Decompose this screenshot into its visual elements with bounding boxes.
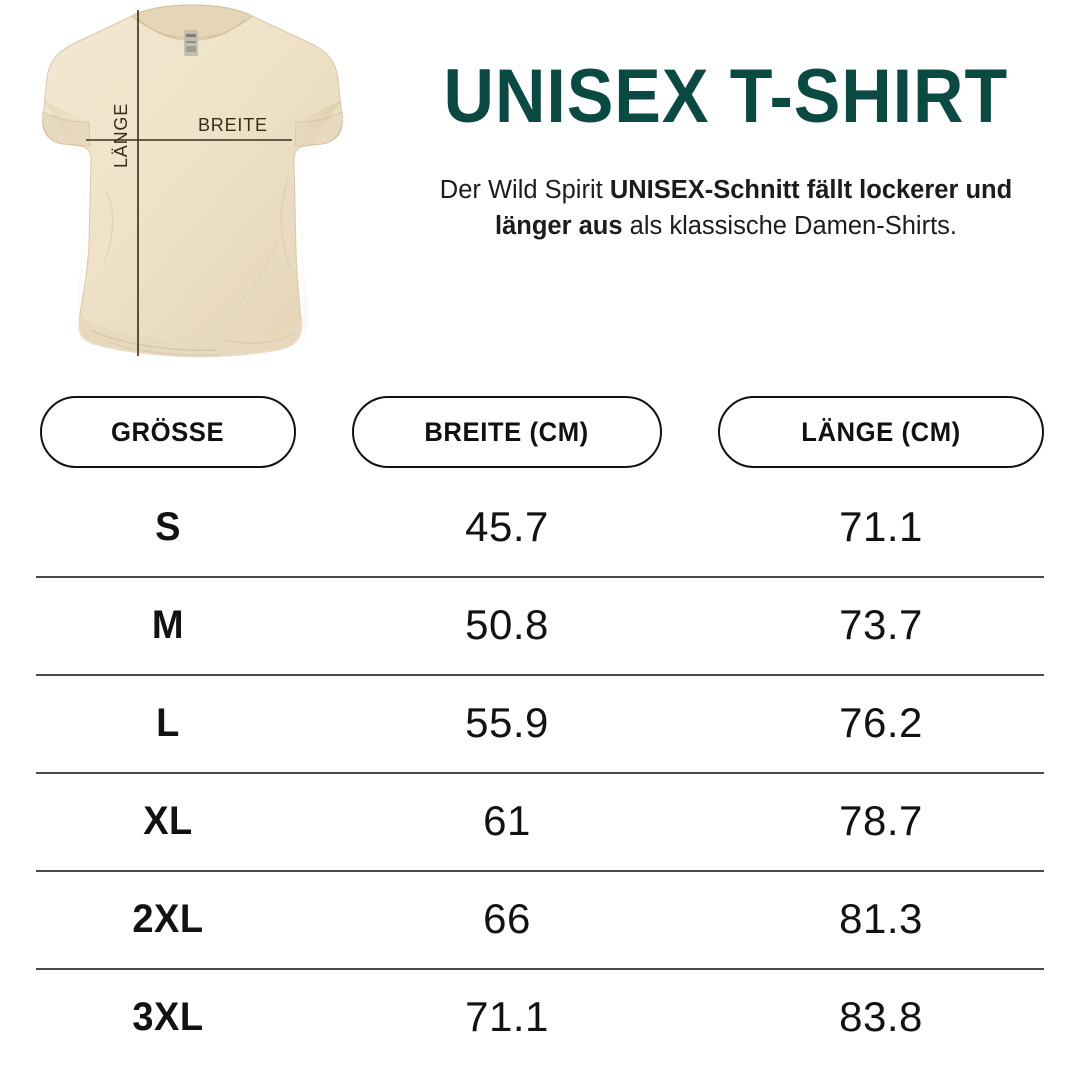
table-header-row: GRÖSSE BREITE (CM) LÄNGE (CM) <box>0 396 1080 468</box>
laenge-measure-label: LÄNGE <box>111 102 131 168</box>
table-row: 2XL 66 81.3 <box>0 870 1080 968</box>
column-header-length: LÄNGE (CM) <box>718 396 1044 468</box>
cell-breite: 45.7 <box>465 503 549 550</box>
column-header-length-label: LÄNGE (CM) <box>801 416 961 447</box>
table-body: S 45.7 71.1 M 50.8 73.7 L 55.9 76.2 XL 6… <box>0 478 1080 1066</box>
column-header-width-label: BREITE (CM) <box>424 416 590 447</box>
cell-breite: 50.8 <box>465 601 549 648</box>
column-header-size-label: GRÖSSE <box>111 416 225 447</box>
table-row: L 55.9 76.2 <box>0 674 1080 772</box>
cell-laenge: 83.8 <box>839 993 923 1040</box>
cell-size: XL <box>143 798 193 843</box>
cell-breite: 71.1 <box>465 993 549 1040</box>
cell-size: 2XL <box>132 896 204 941</box>
tshirt-illustration: BREITE LÄNGE <box>20 0 370 375</box>
cell-breite: 66 <box>483 895 531 942</box>
cell-size: M <box>151 602 185 647</box>
table-row: XL 61 78.7 <box>0 772 1080 870</box>
cell-breite: 55.9 <box>465 699 549 746</box>
cell-laenge: 71.1 <box>839 503 923 550</box>
cell-laenge: 73.7 <box>839 601 923 648</box>
column-header-width: BREITE (CM) <box>352 396 662 468</box>
cell-size: S <box>155 504 181 549</box>
cell-size: L <box>156 700 180 745</box>
subtitle-part-1: Der Wild Spirit <box>439 175 610 204</box>
table-row: M 50.8 73.7 <box>0 576 1080 674</box>
header-section: BREITE LÄNGE UNISEX T-SHIRT Der Wild Spi… <box>0 0 1080 382</box>
cell-breite: 61 <box>483 797 531 844</box>
subtitle: Der Wild Spirit UNISEX-Schnitt fällt loc… <box>426 172 1026 244</box>
breite-measure-label: BREITE <box>198 115 268 135</box>
subtitle-part-2: als klassische Damen-Shirts. <box>622 211 957 240</box>
cell-laenge: 78.7 <box>839 797 923 844</box>
page-title: UNISEX T-SHIRT <box>443 54 1009 139</box>
headline-block: UNISEX T-SHIRT Der Wild Spirit UNISEX-Sc… <box>390 0 1062 375</box>
table-row: 3XL 71.1 83.8 <box>0 968 1080 1066</box>
subtitle-bold: UNISEX-Schnitt fällt lockerer und länger… <box>494 175 1013 240</box>
size-table: GRÖSSE BREITE (CM) LÄNGE (CM) S 45.7 71.… <box>0 382 1080 1080</box>
tshirt-icon <box>42 4 343 358</box>
table-row: S 45.7 71.1 <box>0 478 1080 576</box>
column-header-size: GRÖSSE <box>40 396 296 468</box>
cell-laenge: 81.3 <box>839 895 923 942</box>
cell-size: 3XL <box>132 994 204 1039</box>
cell-laenge: 76.2 <box>839 699 923 746</box>
